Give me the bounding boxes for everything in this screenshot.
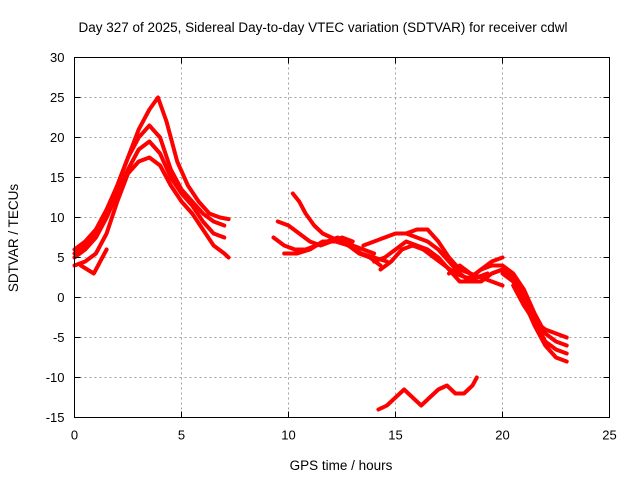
chart-title: Day 327 of 2025, Sidereal Day-to-day VTE…	[79, 20, 568, 35]
y-tick-label: -5	[53, 330, 65, 345]
series-line-arc-d4	[511, 283, 569, 340]
series-line-arc-a5	[78, 247, 109, 276]
series-line-arc-d1	[479, 263, 569, 348]
plot-frame	[74, 57, 610, 418]
y-tick-label: -15	[46, 410, 65, 425]
y-tick-label: 5	[57, 250, 64, 265]
x-tick-label: 10	[281, 428, 295, 443]
y-tick-label: 0	[57, 290, 64, 305]
series-line-arc-a3	[72, 139, 227, 260]
y-axis-label: SDTVAR / TECUs	[6, 184, 21, 293]
series-line-arc-c1	[361, 227, 473, 276]
y-tick-label: 15	[50, 170, 64, 185]
x-tick-label: 20	[495, 428, 509, 443]
x-tick-label: 0	[71, 428, 78, 443]
x-tick-label: 5	[178, 428, 185, 443]
series-line-arc-b4	[282, 239, 389, 264]
x-axis-label: GPS time / hours	[290, 458, 393, 473]
series-line-arc-b2	[290, 191, 377, 256]
y-tick-label: 10	[50, 210, 64, 225]
series-line-arc-e1	[376, 375, 479, 412]
series-line-arc-a4	[72, 155, 231, 268]
y-tick-label: 30	[50, 50, 64, 65]
series-group	[72, 95, 569, 412]
tick-labels: 0 5 10 15 20 25 -15 -10 -5 0 5 10 15 20 25 30	[46, 50, 617, 443]
x-tick-label: 25	[602, 428, 616, 443]
y-tick-label: 25	[50, 90, 64, 105]
series-line-arc-d3	[500, 271, 569, 364]
y-tick-label: 20	[50, 130, 64, 145]
y-tick-label: -10	[46, 370, 65, 385]
axis-ticks	[74, 57, 610, 418]
x-tick-label: 15	[388, 428, 402, 443]
